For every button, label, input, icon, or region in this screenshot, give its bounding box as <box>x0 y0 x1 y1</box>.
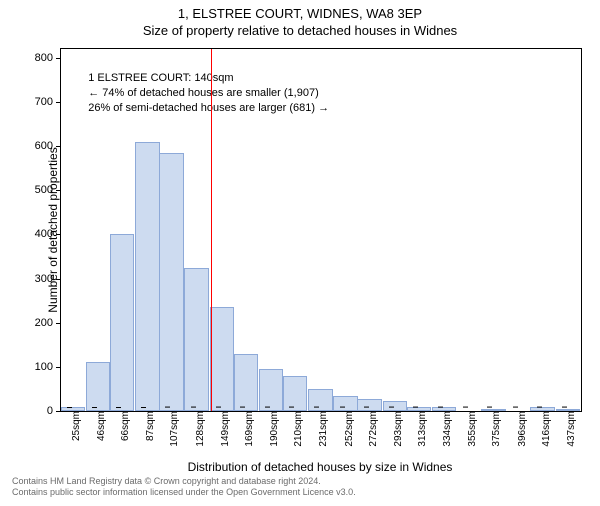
y-tick: 700 <box>35 96 61 108</box>
histogram-bar <box>159 153 184 411</box>
info-line-1: 1 ELSTREE COURT: 140sqm <box>88 71 329 86</box>
x-tick: 66sqm <box>118 411 131 441</box>
y-tick: 0 <box>47 405 61 417</box>
x-tick: 437sqm <box>564 411 577 447</box>
histogram-bar <box>234 354 259 411</box>
histogram-bar <box>210 307 235 411</box>
x-tick: 272sqm <box>366 411 379 447</box>
x-tick: 231sqm <box>316 411 329 447</box>
histogram-bar <box>308 389 333 411</box>
info-line-2: ← 74% of detached houses are smaller (1,… <box>88 86 329 101</box>
x-tick: 107sqm <box>167 411 180 447</box>
attribution: Contains HM Land Registry data © Crown c… <box>12 476 356 499</box>
x-tick: 87sqm <box>143 411 156 441</box>
y-tick: 800 <box>35 52 61 64</box>
info-line-3: 26% of semi-detached houses are larger (… <box>88 101 329 116</box>
reference-line <box>211 49 212 411</box>
x-tick: 355sqm <box>465 411 478 447</box>
histogram-bar <box>184 268 209 411</box>
histogram-bar <box>333 396 358 411</box>
y-tick: 100 <box>35 361 61 373</box>
x-tick: 396sqm <box>515 411 528 447</box>
x-tick: 128sqm <box>193 411 206 447</box>
histogram-bar <box>283 376 308 411</box>
chart-subtitle: Size of property relative to detached ho… <box>0 23 600 38</box>
x-tick: 190sqm <box>267 411 280 447</box>
histogram-bar <box>110 234 135 411</box>
info-box: 1 ELSTREE COURT: 140sqm ← 74% of detache… <box>88 71 329 116</box>
x-tick: 46sqm <box>94 411 107 441</box>
x-tick: 293sqm <box>391 411 404 447</box>
attribution-line-2: Contains public sector information licen… <box>12 487 356 498</box>
x-axis-label: Distribution of detached houses by size … <box>60 460 580 474</box>
x-tick: 210sqm <box>291 411 304 447</box>
histogram-bar <box>135 142 160 411</box>
x-tick: 25sqm <box>69 411 82 441</box>
x-tick: 149sqm <box>218 411 231 447</box>
histogram-bar <box>357 399 382 411</box>
x-tick: 313sqm <box>415 411 428 447</box>
histogram-bar <box>259 369 284 411</box>
x-tick: 169sqm <box>242 411 255 447</box>
y-tick: 400 <box>35 228 61 240</box>
y-tick: 600 <box>35 140 61 152</box>
attribution-line-1: Contains HM Land Registry data © Crown c… <box>12 476 356 487</box>
y-tick: 200 <box>35 317 61 329</box>
histogram-bar <box>86 362 111 411</box>
y-tick: 500 <box>35 184 61 196</box>
chart-title: 1, ELSTREE COURT, WIDNES, WA8 3EP <box>0 6 600 21</box>
plot-area: Number of detached properties 1 ELSTREE … <box>60 48 582 412</box>
x-tick: 416sqm <box>539 411 552 447</box>
x-tick: 334sqm <box>440 411 453 447</box>
x-tick: 252sqm <box>342 411 355 447</box>
y-tick: 300 <box>35 273 61 285</box>
x-tick: 375sqm <box>489 411 502 447</box>
histogram-bar <box>383 401 408 411</box>
